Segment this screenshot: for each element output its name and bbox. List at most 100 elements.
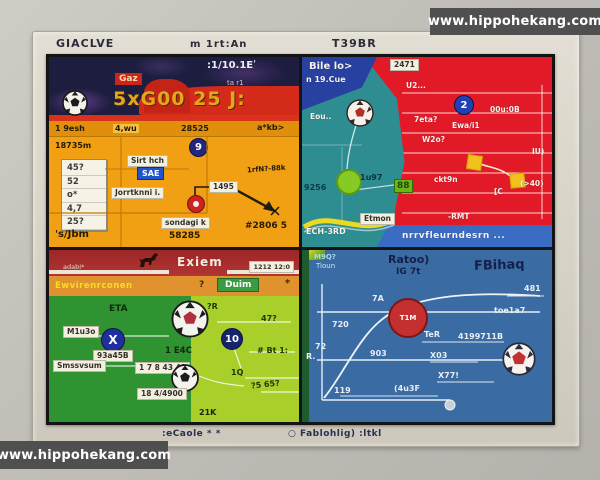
- br-label-4199: 4199711B: [458, 332, 504, 341]
- tl-chip-jorrt: Jorrtknni i.: [111, 187, 165, 199]
- panel-bottom-right: M9Q? Tioun Ratoo) IG 7t FBihaq T1M 720 7…: [302, 250, 552, 422]
- caption-left: :eCaole * *: [162, 429, 221, 439]
- bl-band-title: Exiem: [177, 255, 223, 269]
- frame-label-2: m 1rt:An: [190, 39, 248, 50]
- soccer-ball-icon: [502, 342, 536, 376]
- br-label-770: 7A: [372, 294, 384, 303]
- tl-chip-1495: 1495: [209, 181, 238, 193]
- br-label-4u3f: (4u3F: [394, 384, 420, 393]
- tl-blue-badge-sae: SAE: [137, 167, 165, 180]
- soccer-ball-icon: [171, 300, 209, 338]
- br-corner-text-2: Tioun: [316, 262, 336, 270]
- soccer-ball-icon: [346, 99, 374, 127]
- tl-text-58285: 58285: [169, 231, 201, 241]
- quad-board: Gaz 5xG00 25 J: :1/10.1Eʹ ta r1 1 9esh 4…: [46, 54, 555, 425]
- tl-chip-sondag: sondagi k: [161, 217, 210, 229]
- bl-label-21k: 21K: [199, 408, 217, 417]
- bl-label-1q: 1Q: [231, 368, 244, 377]
- tl-text-sujbm: 's/Jbm: [55, 229, 89, 240]
- br-red-node: T1M: [388, 298, 428, 338]
- bl-label-47: 47?: [261, 314, 277, 323]
- br-label-481: 481: [524, 284, 541, 293]
- br-axis-label-r: R.: [306, 352, 316, 361]
- tl-red-badge: Gaz: [115, 73, 142, 85]
- tl-row2-left: 18735m: [55, 141, 92, 150]
- list-item: 45?: [62, 162, 106, 176]
- br-label-903: 903: [370, 349, 387, 358]
- tr-yellow-square-1: [466, 154, 483, 171]
- tr-label-ech: ECH-3RD: [306, 227, 346, 236]
- br-green-edge: [302, 250, 309, 422]
- tr-label-rmt: -RMT: [448, 212, 470, 221]
- br-subtitle-ig: IG 7t: [396, 267, 421, 277]
- list-item: o*: [62, 189, 106, 203]
- bl-orange-star: *: [285, 278, 291, 289]
- tr-label-w2o: W2o?: [422, 135, 445, 144]
- br-label-ter: TeR: [424, 330, 440, 339]
- bl-orange-band: Ewvirenrconen ? Duim *: [49, 276, 299, 296]
- animal-silhouette-icon: [139, 253, 158, 267]
- tl-small-text: ta r1: [227, 79, 244, 87]
- tr-label-ckt: ckt9n: [434, 175, 458, 184]
- tr-label-ewa: Ewa/i1: [452, 121, 480, 130]
- tr-corner-line2: n 19.Cue: [306, 75, 346, 84]
- bl-band-small: adabi*: [63, 263, 85, 271]
- panel-top-left: Gaz 5xG00 25 J: :1/10.1Eʹ ta r1 1 9esh 4…: [49, 57, 299, 247]
- tr-label-p40: (>40): [520, 179, 544, 188]
- watermark-top-right: www.hippohekang.com: [428, 8, 600, 35]
- br-title-fbihaq: FBihaq: [473, 257, 525, 274]
- bl-chip-1849: 18 4/4900: [137, 388, 187, 400]
- soccer-ball-icon: [171, 364, 199, 392]
- tr-label-eou: Eou..: [310, 112, 332, 121]
- tl-row1-a: 1 9esh: [55, 124, 85, 133]
- bl-chip-smssvsum: Smssvsum: [53, 360, 106, 372]
- tr-chip-etmon: Etmon: [360, 213, 396, 225]
- bl-band-box: 1212 12:0: [249, 261, 294, 273]
- bl-orange-q: ?: [199, 280, 205, 290]
- bl-circle-x: X: [101, 328, 125, 352]
- white-strip: [49, 270, 169, 274]
- tl-list-box: 45? 52 o* 4,7 25?: [61, 159, 107, 231]
- tr-label-teta: 7eta?: [414, 115, 438, 124]
- tr-green-badge-88: 88: [394, 179, 413, 193]
- br-label-x03: X03: [430, 351, 448, 360]
- caption-right: ○ Fablohlig) :ltkl: [288, 429, 382, 439]
- br-corner-block: [309, 250, 325, 260]
- bl-orange-label: Ewvirenrconen: [55, 281, 133, 291]
- tl-title: 5xG00 25 J:: [113, 88, 246, 110]
- tr-label-c: [C: [494, 187, 503, 196]
- tr-label-u2: U2...: [406, 81, 426, 90]
- panel-bottom-left: Exiem adabi* 1212 12:0 Ewvirenrconen ? D…: [49, 250, 299, 422]
- bl-chip-93a45b: 93a45B: [93, 350, 133, 362]
- tl-red-marker: [187, 195, 205, 213]
- panel-top-right: nrrvfleurndesrn ... Bile lo> n 19.Cue 24…: [302, 57, 552, 247]
- bl-label-bt: # Bt 1:: [257, 346, 288, 355]
- tl-row1-d: a*kb>: [257, 123, 285, 132]
- tl-row1-strip: [49, 121, 299, 137]
- red-shape-2: [144, 79, 190, 113]
- bl-circle-10: 10: [221, 328, 243, 350]
- tr-corner-line1: Bile lo>: [309, 61, 353, 72]
- br-corner-text-1: M9Q?: [314, 253, 336, 261]
- br-label-x77: X77!: [438, 371, 459, 380]
- tl-row1-c: 28525: [181, 124, 209, 133]
- list-item: 25?: [62, 216, 106, 230]
- br-label-72: 72: [315, 342, 327, 351]
- br-label-119: 119: [334, 386, 351, 395]
- tr-label-oou: 00u:0B: [490, 105, 520, 114]
- frame-label-1: GIACLVE: [56, 37, 115, 50]
- tr-label-1u97: 1u97: [360, 173, 383, 182]
- br-label-toe1a7: toe1a7: [494, 306, 526, 315]
- bl-badge-duim: Duim: [217, 278, 260, 292]
- tr-number-circle-2: 2: [454, 95, 474, 115]
- br-label-720: 720: [332, 320, 349, 329]
- tr-strip-text: nrrvfleurndesrn ...: [402, 231, 506, 241]
- bl-lime-zone: [191, 296, 299, 422]
- bl-label-eta: ETA: [109, 304, 128, 314]
- tl-chip-sirt: Sirt hch: [127, 155, 168, 167]
- bl-label-r: ?R: [207, 302, 218, 311]
- list-item: 4,7: [62, 203, 106, 216]
- tl-row1-b: 4,wu: [113, 124, 139, 133]
- tr-label-iu: IU): [532, 147, 545, 156]
